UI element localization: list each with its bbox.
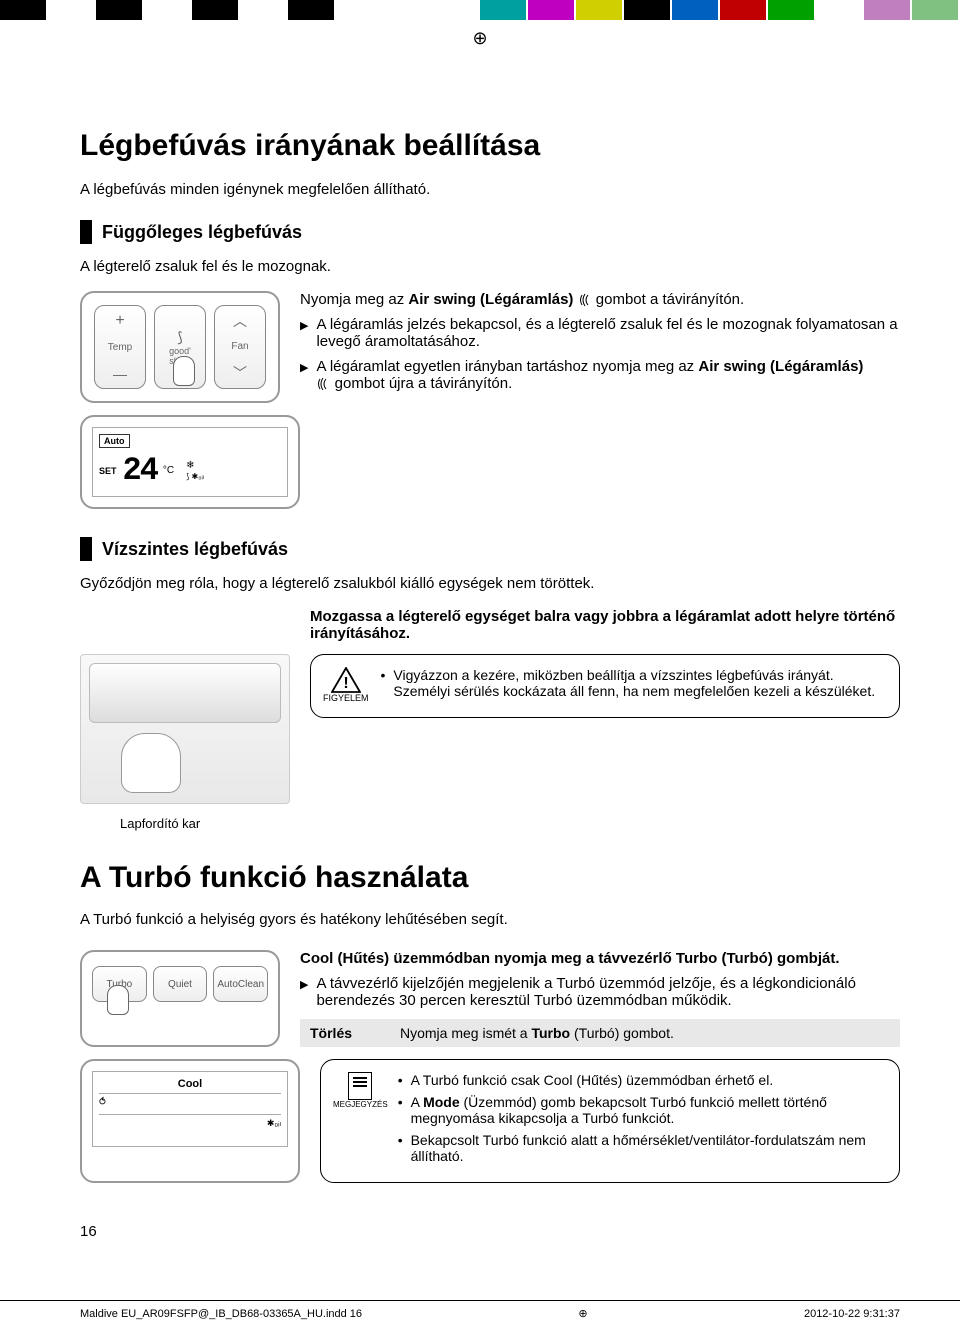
page-title-2: A Turbó funkció használata [80,861,900,895]
page-number: 16 [80,1223,900,1240]
cancel-row: Törlés Nyomja meg ismét a Turbo (Turbó) … [300,1019,900,1047]
subtitle-2: Győződjön meg róla, hogy a légterelő zsa… [80,575,900,592]
bullet-3: ▶A távvezérlő kijelzőjén megjelenik a Tu… [300,975,900,1009]
note-box: MEGJEGYZÉS •A Turbó funkció csak Cool (H… [320,1059,900,1183]
section-title-2: Vízszintes légbefúvás [102,539,288,560]
finger-icon [107,985,129,1015]
temp-button: + Temp — [94,305,146,389]
instruction-2: Mozgassa a légterelő egységet balra vagy… [310,608,900,642]
finger-icon [173,356,195,386]
fan-button: ︿ Fan ﹀ [214,305,266,389]
quiet-button: Quiet [153,966,208,1002]
note-item: •A Mode (Üzemmód) gomb bekapcsolt Turbó … [398,1094,887,1126]
subtitle-1: A légterelő zsaluk fel és le mozognak. [80,258,900,275]
remote-display-2: Cool ⥀ ✱₀ᵢₗ [80,1059,300,1183]
bullet-1: ▶A légáramlás jelzés bekapcsol, és a lég… [300,316,900,350]
section-bar [80,220,92,244]
lever-label: Lapfordító kar [120,816,900,831]
remote-illustration-2: Turbo Quiet AutoClean [80,950,280,1047]
swing-icon [578,293,592,307]
section-title-1: Függőleges légbefúvás [102,222,302,243]
instruction-3: Cool (Hűtés) üzemmódban nyomja meg a táv… [300,950,900,967]
instruction-1: Nyomja meg az Air swing (Légáramlás) gom… [300,291,900,308]
swing-icon [316,377,330,391]
note-item: •Bekapcsolt Turbó funkció alatt a hőmérs… [398,1132,887,1164]
remote-illustration-1: + Temp — ⟆ good' sleep ︿ Fan ﹀ [80,291,280,403]
svg-text:!: ! [343,675,348,692]
sleep-button: ⟆ good' sleep [154,305,206,389]
page-title: Légbefúvás irányának beállítása [80,129,900,163]
turbo-button: Turbo [92,966,147,1002]
bullet-2: ▶ A légáramlat egyetlen irányban tartásh… [300,358,900,392]
note-label: MEGJEGYZÉS [333,1100,388,1109]
section-bar [80,537,92,561]
warning-label: FIGYELEM [323,693,369,703]
warning-icon: ! [331,667,361,693]
warning-box: ! FIGYELEM •Vigyázzon a kezére, miközben… [310,654,900,718]
registration-mark: ⊕ [0,28,960,49]
note-icon [348,1072,372,1100]
note-item: •A Turbó funkció csak Cool (Hűtés) üzemm… [398,1072,887,1088]
intro-text: A légbefúvás minden igénynek megfelelően… [80,181,900,198]
intro-2: A Turbó funkció a helyiség gyors és haté… [80,911,900,928]
footer: Maldive EU_AR09FSFP@_IB_DB68-03365A_HU.i… [0,1300,960,1340]
autoclean-button: AutoClean [213,966,268,1002]
ac-unit-illustration [80,654,290,804]
hand-icon [121,733,181,793]
remote-display-1: Auto SET 24 °C ❄⟆ ✱₀ᵢₗ [80,415,300,509]
